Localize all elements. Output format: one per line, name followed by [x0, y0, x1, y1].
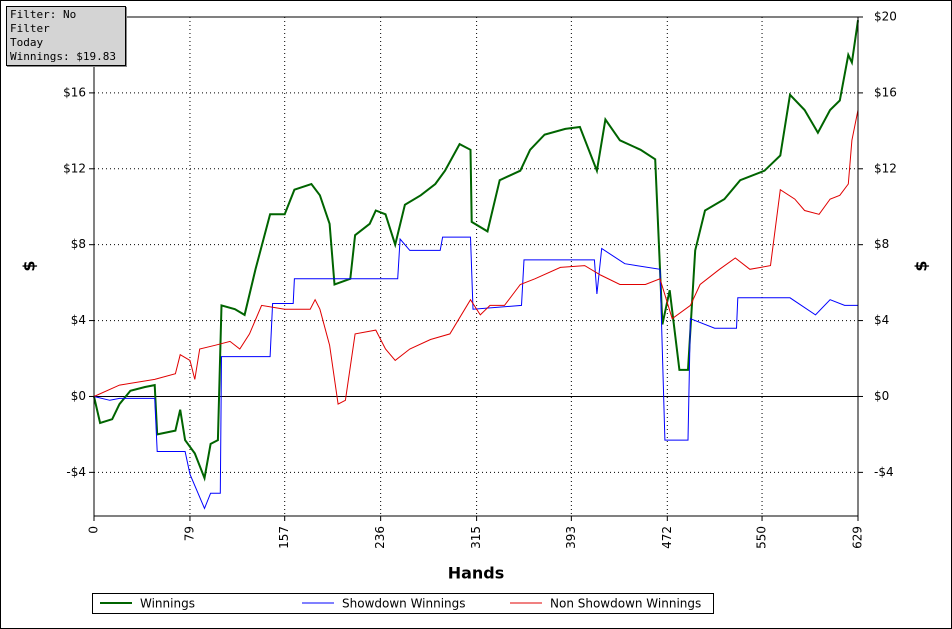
x-tick-label: 0	[87, 526, 101, 534]
x-tick-label: 629	[851, 526, 865, 549]
info-line: Today	[10, 36, 44, 49]
x-tick-label: 315	[469, 526, 483, 549]
y2-tick-label: $12	[874, 161, 897, 175]
x-tick-label: 236	[373, 526, 387, 549]
x-tick-label: 79	[182, 526, 196, 541]
x-tick-label: 550	[755, 526, 769, 549]
y2-tick-label: $0	[874, 389, 889, 403]
plot-area	[93, 16, 859, 517]
y-tick-label: $8	[71, 237, 86, 251]
series-line	[93, 109, 859, 405]
info-box: Filter: No Filter Today Winnings: $19.83	[6, 6, 126, 66]
y-tick-label: $0	[71, 389, 86, 403]
info-line: Winnings: $19.83	[10, 50, 116, 63]
y2-tick-label: $20	[874, 10, 897, 24]
y2-tick-label: $4	[874, 313, 889, 327]
y2-tick-label: $16	[874, 85, 897, 99]
legend-label: Non Showdown Winnings	[550, 597, 701, 611]
x-axis-label: Hands	[448, 564, 505, 583]
legend-label: Showdown Winnings	[342, 597, 466, 611]
y-tick-label: $4	[71, 313, 86, 327]
x-tick-label: 157	[277, 526, 291, 549]
series-line	[93, 20, 859, 482]
legend	[92, 593, 714, 614]
series-line	[93, 236, 858, 510]
y2-axis-label: $	[912, 260, 931, 271]
y-tick-label: $12	[63, 161, 86, 175]
x-tick-label: 393	[564, 526, 578, 549]
y-tick-label: $16	[63, 85, 86, 99]
legend-label: Winnings	[140, 597, 195, 611]
y-tick-label: -$4	[66, 465, 86, 479]
y-axis-label: $	[20, 260, 39, 271]
y2-tick-label: $8	[874, 237, 889, 251]
y2-tick-label: -$4	[874, 465, 894, 479]
x-tick-label: 472	[660, 526, 674, 549]
info-line: Filter: No Filter	[10, 8, 77, 35]
